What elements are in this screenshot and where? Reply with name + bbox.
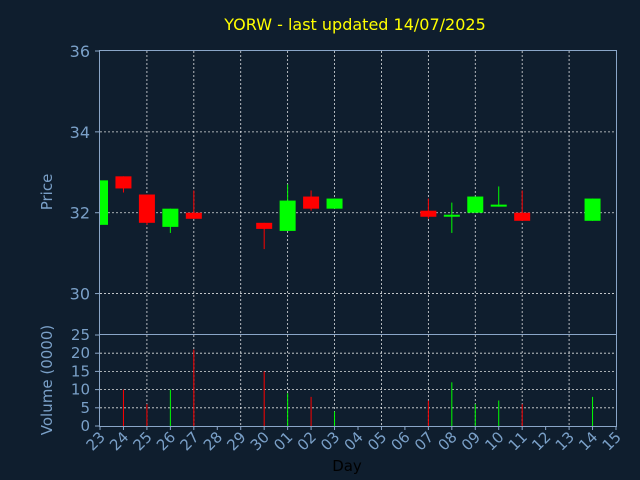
- volume-tick-label: 0: [80, 417, 90, 435]
- x-tick-label: 06: [388, 428, 414, 454]
- candle-body: [279, 200, 296, 231]
- x-tick-label: 28: [200, 428, 226, 454]
- x-tick-label: 25: [130, 428, 156, 454]
- x-tick-label: 05: [364, 428, 390, 454]
- price-tick-label: 30: [70, 285, 90, 304]
- volume-tick-label: 25: [71, 326, 90, 344]
- candle-body: [303, 196, 320, 209]
- price-tick-label: 36: [70, 42, 90, 61]
- x-tick-label: 09: [458, 428, 484, 454]
- x-tick-label: 02: [294, 428, 320, 454]
- price-axis-ticks: 30 32 34 36: [70, 42, 100, 304]
- candle-body: [100, 180, 108, 225]
- x-tick-label: 14: [575, 428, 601, 454]
- candle-body: [115, 176, 132, 189]
- volume-tick-label: 10: [71, 381, 90, 399]
- x-tick-label: 29: [223, 428, 249, 454]
- x-tick-label: 27: [176, 428, 202, 454]
- x-tick-label: 11: [505, 428, 531, 454]
- candle-body: [185, 212, 202, 219]
- x-tick-label: 15: [599, 428, 625, 454]
- volume-grid: [100, 335, 616, 426]
- x-tick-label: 03: [317, 428, 343, 454]
- price-grid: [100, 51, 616, 334]
- candle-body: [138, 194, 155, 223]
- x-tick-label: 01: [270, 428, 296, 454]
- volume-axis-label: Volume (0000): [38, 325, 56, 435]
- price-plot-frame: [99, 50, 617, 335]
- price-axis-label: Price: [38, 174, 56, 211]
- volume-tick-label: 5: [80, 399, 90, 417]
- x-tick-label: 08: [434, 428, 460, 454]
- volume-plot-frame: [99, 334, 617, 427]
- candle-body: [420, 210, 437, 217]
- candle-body: [514, 212, 531, 221]
- candle-body: [162, 208, 179, 227]
- x-tick-label: 10: [481, 428, 507, 454]
- price-tick-label: 32: [70, 204, 90, 223]
- x-tick-label: 26: [153, 428, 179, 454]
- candle-body: [584, 198, 601, 221]
- candle-body: [326, 198, 343, 209]
- x-tick-label: 12: [528, 428, 554, 454]
- candle-body: [256, 222, 273, 229]
- volume-tick-label: 20: [71, 344, 90, 362]
- volume-tick-label: 15: [71, 362, 90, 380]
- x-axis-ticks: 2324252627282930010203040506070809101112…: [83, 426, 625, 454]
- candle-body: [490, 204, 507, 207]
- x-axis-label: Day: [332, 457, 362, 475]
- x-tick-label: 13: [552, 428, 578, 454]
- x-tick-label: 07: [411, 428, 437, 454]
- price-tick-label: 34: [70, 123, 90, 142]
- candle-body: [467, 196, 484, 213]
- candle-body: [443, 214, 460, 217]
- volume-bars: [122, 349, 594, 426]
- x-tick-label: 04: [341, 428, 367, 454]
- x-tick-label: 24: [106, 428, 132, 454]
- price-candles: [99, 176, 601, 250]
- chart-title: YORW - last updated 14/07/2025: [223, 15, 486, 34]
- x-tick-label: 30: [247, 428, 273, 454]
